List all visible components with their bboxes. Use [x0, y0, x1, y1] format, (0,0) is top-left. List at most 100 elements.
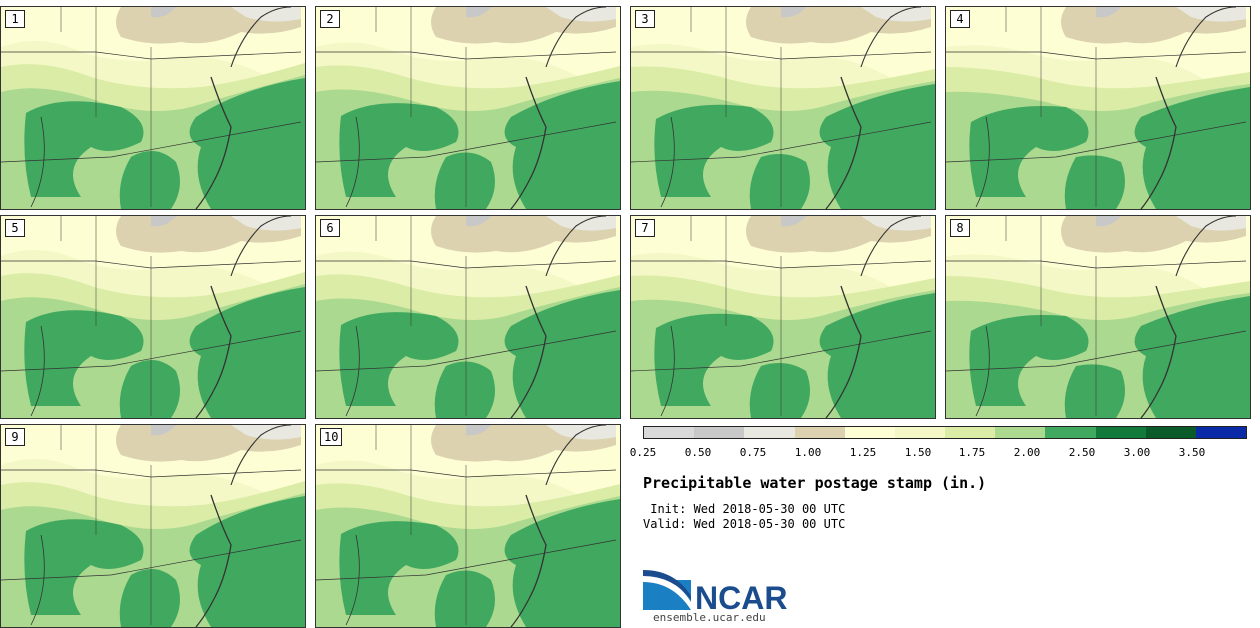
boundary-line [631, 51, 932, 60]
member-number: 3 [635, 10, 655, 28]
boundary-line [1, 260, 302, 269]
legend-swatch [794, 427, 845, 438]
pw-field-map [316, 216, 620, 418]
pw-contour-250 [1134, 296, 1250, 418]
boundary-line [975, 325, 990, 417]
member-number: 1 [5, 10, 25, 28]
legend-tick: 2.50 [1068, 446, 1096, 459]
boundary-line [345, 534, 360, 626]
pw-contour-250 [654, 104, 774, 197]
logo-text: NCAR [695, 580, 788, 616]
stamp-panel: 8 [945, 215, 1251, 419]
member-number: 8 [950, 219, 970, 237]
pw-contour-250 [434, 152, 495, 209]
boundary-line [30, 534, 45, 626]
boundary-line [316, 330, 617, 372]
boundary-line [1140, 285, 1177, 418]
boundary-line [545, 7, 607, 68]
stamp-panel: 5 [0, 215, 306, 419]
pw-contour-250 [339, 103, 459, 197]
pw-field-map [316, 425, 620, 627]
member-number: 5 [5, 219, 25, 237]
boundary-line [30, 116, 45, 208]
stamp-panel: 2 [315, 6, 621, 210]
pw-contour-250 [1064, 155, 1125, 209]
legend-swatch [1145, 427, 1196, 438]
pw-contour-250 [24, 310, 144, 406]
member-number: 10 [320, 428, 343, 446]
legend-swatch [694, 427, 745, 438]
member-number: 4 [950, 10, 970, 28]
boundary-line [1140, 76, 1177, 209]
legend-swatch [1095, 427, 1146, 438]
valid-line: Valid: Wed 2018-05-30 00 UTC [643, 517, 846, 531]
pw-field-map [1, 216, 305, 418]
legend-tick: 0.50 [684, 446, 712, 459]
member-number: 9 [5, 428, 25, 446]
pw-contour-250 [119, 569, 180, 627]
pw-contour-250 [24, 519, 144, 615]
boundary-line [1, 469, 302, 478]
pw-field-map [631, 7, 935, 209]
boundary-line [1175, 216, 1237, 277]
legend-swatch [744, 427, 795, 438]
stamp-panel: 10 [315, 424, 621, 628]
boundary-line [1, 539, 302, 581]
boundary-line [1175, 7, 1237, 68]
stamp-panel: 1 [0, 6, 306, 210]
init-line: Init: Wed 2018-05-30 00 UTC [643, 502, 846, 516]
legend-tick: 1.50 [904, 446, 932, 459]
boundary-line [946, 260, 1247, 269]
boundary-line [631, 330, 932, 372]
boundary-line [1, 121, 302, 163]
pw-field-map [631, 216, 935, 418]
boundary-line [510, 285, 547, 418]
member-number: 2 [320, 10, 340, 28]
pw-contour-250 [1064, 364, 1125, 418]
legend-colorbar [643, 426, 1247, 439]
pw-contour-050 [466, 425, 491, 436]
boundary-line [690, 216, 782, 416]
stamp-panel: 6 [315, 215, 621, 419]
boundary-line [510, 76, 547, 209]
legend-swatch [644, 427, 695, 438]
stamp-panel: 3 [630, 6, 936, 210]
boundary-line [230, 425, 292, 486]
pw-contour-250 [969, 106, 1089, 197]
boundary-line [195, 285, 232, 418]
pw-contour-050 [151, 7, 176, 18]
pw-contour-250 [339, 312, 459, 406]
boundary-line [946, 51, 1247, 60]
pw-contour-250 [189, 78, 305, 209]
boundary-line [545, 425, 607, 486]
pw-contour-050 [466, 7, 491, 18]
boundary-line [660, 116, 675, 208]
pw-contour-250 [24, 101, 144, 197]
color-legend: 0.25 0.50 0.75 1.00 1.25 1.50 1.75 2.00 … [630, 426, 1247, 459]
boundary-line [860, 216, 922, 277]
boundary-line [375, 216, 467, 416]
pw-contour-050 [1096, 7, 1121, 18]
legend-tick: 0.25 [629, 446, 657, 459]
pw-contour-050 [466, 216, 491, 227]
boundary-line [195, 494, 232, 627]
pw-contour-250 [434, 570, 495, 627]
boundary-line [316, 539, 617, 581]
boundary-line [1005, 216, 1097, 416]
pw-field-map [946, 7, 1250, 209]
legend-tick: 1.25 [849, 446, 877, 459]
pw-contour-050 [151, 216, 176, 227]
pw-contour-250 [434, 361, 495, 418]
legend-swatch [995, 427, 1046, 438]
pw-contour-250 [1134, 87, 1250, 209]
pw-contour-250 [504, 290, 620, 418]
pw-contour-250 [504, 81, 620, 209]
member-number: 7 [635, 219, 655, 237]
boundary-line [316, 121, 617, 163]
stamp-panel: 9 [0, 424, 306, 628]
pw-contour-050 [781, 216, 806, 227]
boundary-line [60, 7, 152, 207]
pw-contour-050 [1096, 216, 1121, 227]
boundary-line [1, 330, 302, 372]
stamp-panel: 4 [945, 6, 1251, 210]
